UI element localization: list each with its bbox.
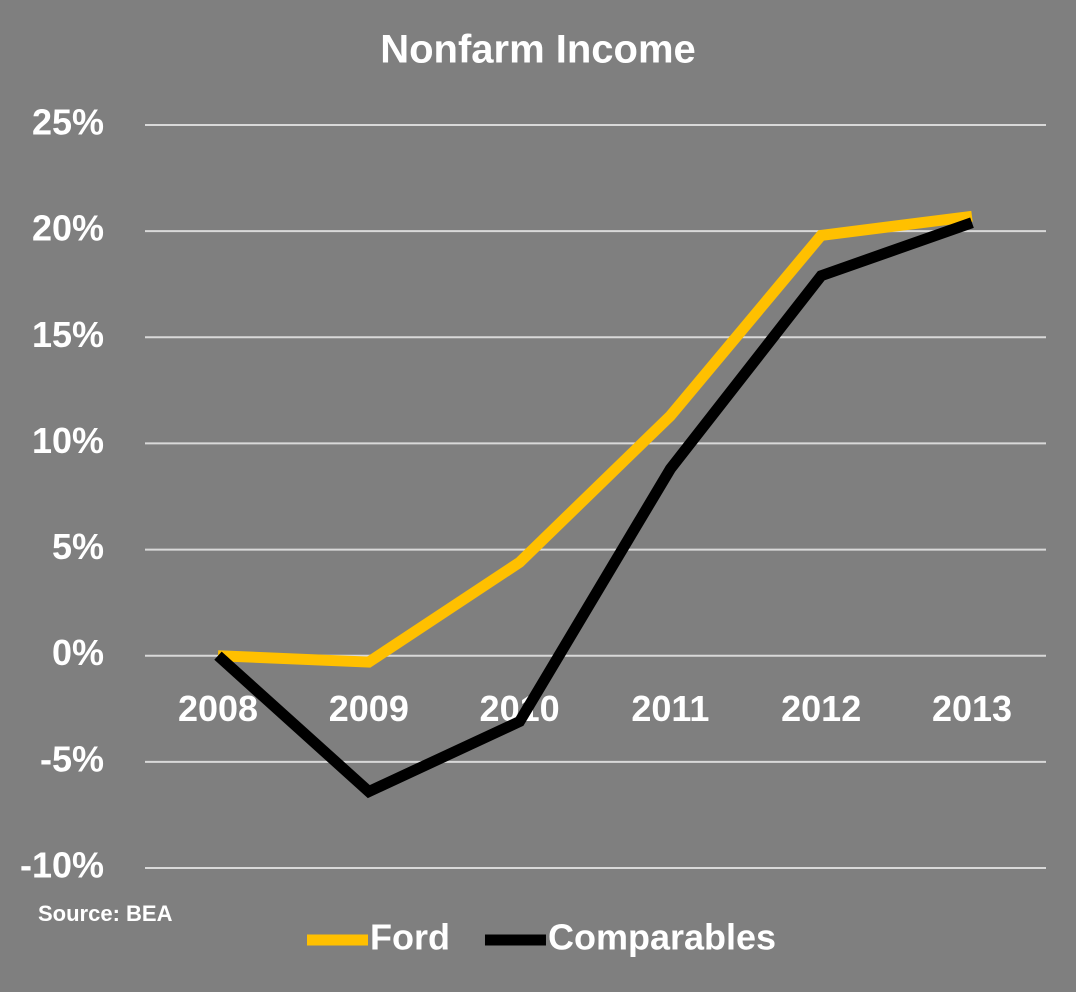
y-tick-label: 0% <box>52 632 104 673</box>
chart-title: Nonfarm Income <box>380 28 696 72</box>
y-tick-label: -10% <box>20 845 104 886</box>
series-line <box>217 210 973 668</box>
y-tick-label: 10% <box>32 420 104 461</box>
x-tick-label: 2011 <box>631 688 709 729</box>
x-tick-label: 2012 <box>781 688 861 729</box>
series-line <box>214 217 974 799</box>
y-tick-label: 5% <box>52 526 104 567</box>
x-tick-label: 2009 <box>329 688 409 729</box>
x-tick-label: 2013 <box>932 688 1012 729</box>
y-tick-label: 25% <box>32 102 104 143</box>
legend-label: Ford <box>370 917 450 958</box>
y-tick-label: 20% <box>32 208 104 249</box>
y-tick-label: -5% <box>40 738 104 779</box>
y-tick-label: 15% <box>32 314 104 355</box>
source-note: Source: BEA <box>38 901 173 926</box>
x-tick-label: 2008 <box>178 688 258 729</box>
legend-label: Comparables <box>548 917 776 958</box>
